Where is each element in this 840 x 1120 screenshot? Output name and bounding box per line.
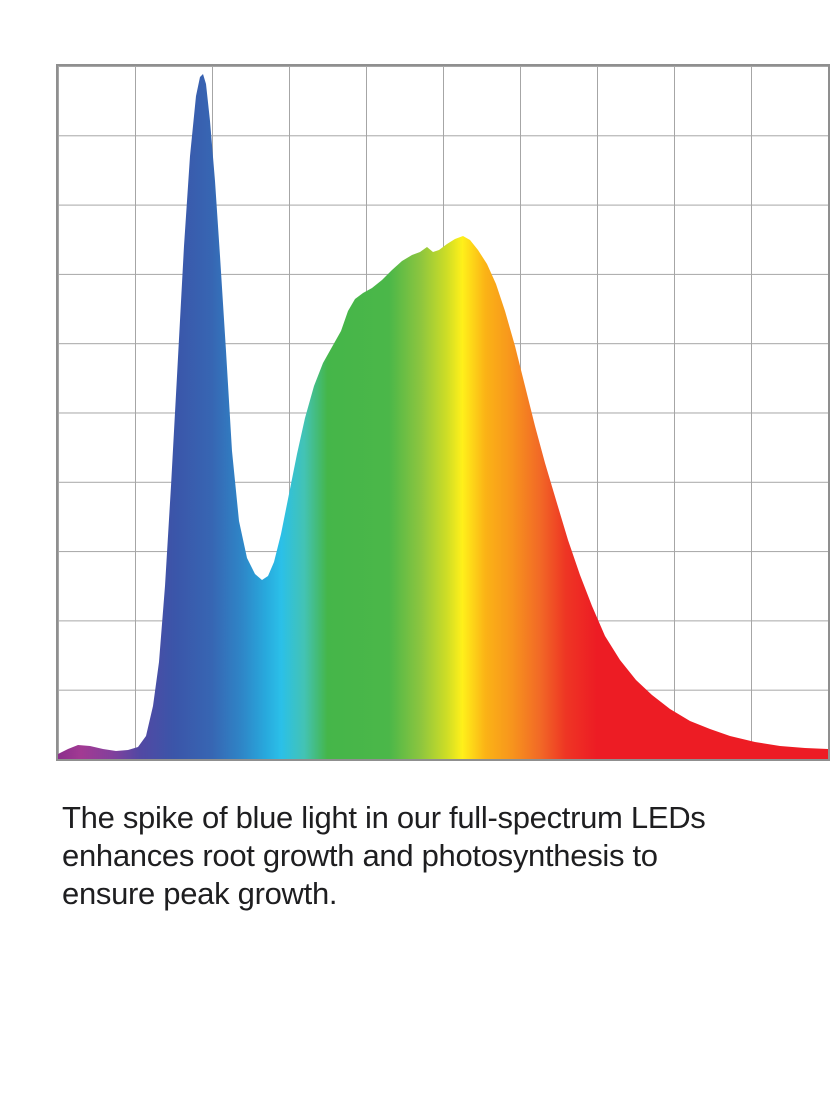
- caption: The spike of blue light in our full-spec…: [62, 799, 802, 913]
- spectrum-svg: [58, 74, 828, 759]
- spectrum-chart: [56, 64, 830, 761]
- caption-line-1: The spike of blue light in our full-spec…: [62, 800, 706, 835]
- caption-line-3: ensure peak growth.: [62, 876, 338, 911]
- spectrum-area: [58, 74, 828, 759]
- caption-line-2: enhances root growth and photosynthesis …: [62, 838, 658, 873]
